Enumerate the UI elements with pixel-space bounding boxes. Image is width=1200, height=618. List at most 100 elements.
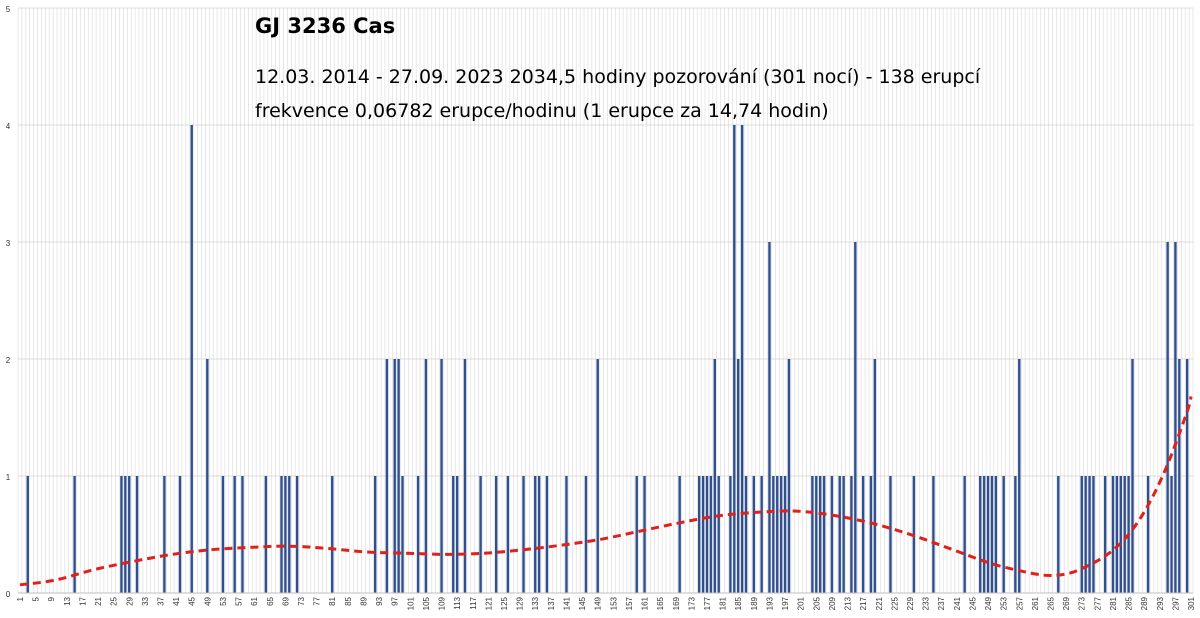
x-tick-label: 177 <box>703 596 712 610</box>
x-tick-label: 97 <box>391 596 400 605</box>
bar <box>135 476 139 593</box>
bar <box>1185 359 1189 593</box>
x-tick-label: 133 <box>531 596 540 610</box>
bar <box>1018 359 1021 593</box>
bar <box>705 476 709 593</box>
x-tick-label: 9 <box>47 596 56 601</box>
bar <box>1092 476 1095 593</box>
bar <box>932 476 935 593</box>
x-tick-label: 125 <box>500 596 509 610</box>
bar <box>869 476 873 593</box>
x-tick-label: 273 <box>1078 596 1087 610</box>
x-tick-label: 229 <box>906 596 915 610</box>
bar <box>221 476 225 593</box>
bar <box>373 476 377 593</box>
bar <box>678 476 681 593</box>
x-tick-label: 85 <box>344 596 353 605</box>
bar <box>709 476 713 593</box>
bar <box>740 125 744 593</box>
x-tick-label: 1 <box>16 596 25 601</box>
bar <box>241 476 244 593</box>
x-tick-label: 53 <box>219 596 228 605</box>
x-tick-label: 197 <box>781 596 790 610</box>
x-tick-label: 289 <box>1140 596 1149 610</box>
x-tick-label: 49 <box>203 596 212 605</box>
bar <box>128 476 131 593</box>
bar <box>1146 476 1150 593</box>
bar <box>963 476 966 593</box>
y-tick-label: 5 <box>6 5 11 14</box>
x-tick-label: 33 <box>141 596 150 605</box>
x-tick-label: 257 <box>1015 596 1024 610</box>
bar <box>280 476 283 593</box>
bar <box>1131 359 1134 593</box>
x-tick-label: 45 <box>188 596 197 605</box>
x-tick-label: 13 <box>63 596 72 605</box>
x-tick-label: 253 <box>1000 596 1009 610</box>
bar <box>463 359 467 593</box>
x-tick-label: 157 <box>625 596 634 610</box>
bar <box>1057 476 1060 593</box>
x-tick-label: 265 <box>1047 596 1056 610</box>
x-tick-label: 281 <box>1109 596 1118 610</box>
x-tick-label: 65 <box>266 596 275 605</box>
bar <box>854 242 857 593</box>
bar <box>733 125 736 593</box>
bar <box>506 476 510 593</box>
bar <box>424 359 428 593</box>
x-tick-label: 217 <box>859 596 868 610</box>
x-tick-label: 297 <box>1171 596 1180 610</box>
bar <box>124 476 127 593</box>
bar <box>1103 476 1107 593</box>
bar <box>233 476 236 593</box>
bar <box>830 476 834 593</box>
x-tick-label: 109 <box>438 596 447 610</box>
bar <box>1174 242 1177 593</box>
x-tick-label: 213 <box>844 596 853 610</box>
bar <box>822 476 826 593</box>
x-tick-label: 161 <box>641 596 650 610</box>
x-tick-label: 221 <box>875 596 884 610</box>
bar <box>455 476 459 593</box>
bar <box>979 476 982 593</box>
x-tick-label: 117 <box>469 596 478 609</box>
x-tick-label: 41 <box>172 596 181 605</box>
y-tick-label: 0 <box>6 590 11 599</box>
x-tick-label: 113 <box>453 596 462 609</box>
bar <box>1084 476 1087 593</box>
bar <box>295 476 299 593</box>
bar <box>331 476 334 593</box>
bar <box>1080 476 1083 593</box>
x-tick-label: 245 <box>968 596 977 610</box>
bars-layer <box>26 125 1189 593</box>
y-tick-label: 4 <box>6 122 11 131</box>
x-tick-label: 101 <box>406 596 415 610</box>
x-tick-label: 285 <box>1125 596 1134 610</box>
x-tick-label: 93 <box>375 596 384 605</box>
bar <box>452 476 455 593</box>
x-tick-label: 181 <box>719 596 728 610</box>
chart-subtitle-line-2: frekvence 0,06782 erupce/hodinu (1 erupc… <box>255 100 829 122</box>
bar <box>994 476 998 593</box>
chart-title: GJ 3236 Cas <box>255 14 396 38</box>
x-tick-label: 205 <box>812 596 821 610</box>
bar <box>440 359 443 593</box>
x-tick-label: 301 <box>1187 596 1196 610</box>
bar <box>1111 476 1115 593</box>
bar <box>752 476 756 593</box>
x-tick-label: 189 <box>750 596 759 610</box>
x-tick-label: 5 <box>32 596 41 601</box>
bar <box>584 476 588 593</box>
x-tick-label: 137 <box>547 596 556 610</box>
x-tick-label: 121 <box>484 596 493 610</box>
bar <box>861 476 865 593</box>
bar <box>1014 476 1017 593</box>
x-tick-label: 293 <box>1156 596 1165 610</box>
x-tick-label: 185 <box>734 596 743 610</box>
bar <box>1115 476 1119 593</box>
bar <box>206 359 209 593</box>
bar <box>850 476 853 593</box>
bar <box>416 476 420 593</box>
y-tick-label: 2 <box>6 356 11 365</box>
